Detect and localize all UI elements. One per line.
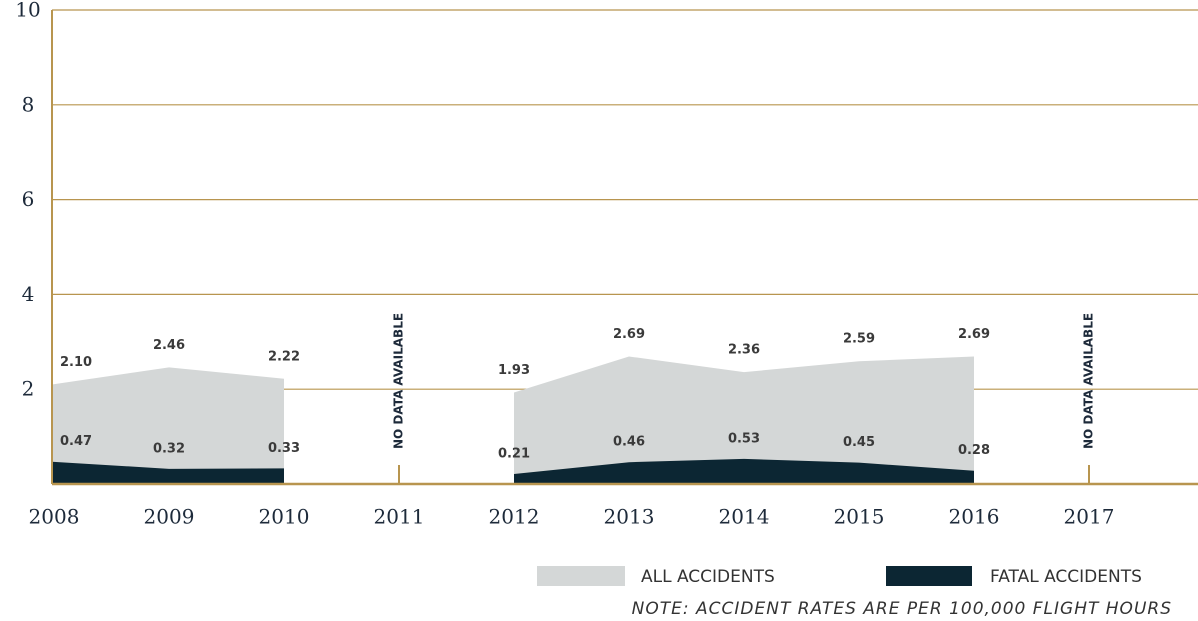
- area: [52, 367, 284, 484]
- data-label: 0.21: [498, 447, 530, 462]
- y-tick-label: 8: [22, 92, 35, 116]
- legend-swatch: [537, 566, 625, 586]
- data-label: 0.33: [268, 441, 300, 456]
- legend-swatch: [886, 566, 972, 586]
- data-label: 0.28: [958, 443, 990, 458]
- data-label: 2.22: [268, 349, 300, 364]
- data-label: 2.46: [153, 338, 185, 353]
- data-label: 2.69: [958, 327, 990, 342]
- data-label: 0.32: [153, 441, 185, 456]
- y-tick-label: 6: [22, 187, 35, 211]
- data-label: 2.69: [613, 327, 645, 342]
- data-label: 0.45: [843, 435, 875, 450]
- data-label: 2.59: [843, 332, 875, 347]
- x-tick-label: 2008: [29, 505, 80, 529]
- x-tick-label: 2010: [259, 505, 310, 529]
- data-label: 0.46: [613, 435, 645, 450]
- no-data-label: NO DATA AVAILABLE: [1082, 313, 1096, 449]
- data-label: 2.10: [60, 355, 92, 370]
- no-data-label: NO DATA AVAILABLE: [392, 313, 406, 449]
- note: NOTE: ACCIDENT RATES ARE PER 100,000 FLI…: [632, 599, 1172, 619]
- x-tick-label: 2016: [949, 505, 1000, 529]
- y-tick-label: 2: [22, 377, 35, 401]
- area: [514, 356, 974, 484]
- data-label: 0.53: [728, 431, 760, 446]
- area: [52, 461, 284, 484]
- x-tick-label: 2017: [1064, 505, 1115, 529]
- y-tick-label: 10: [15, 0, 40, 22]
- x-tick-label: 2009: [144, 505, 195, 529]
- x-tick-label: 2014: [719, 505, 770, 529]
- y-tick-label: 4: [22, 282, 35, 306]
- x-tick-label: 2012: [489, 505, 540, 529]
- area: [514, 458, 974, 484]
- data-label: 1.93: [498, 363, 530, 378]
- data-label: 0.47: [60, 434, 92, 449]
- data-label: 2.36: [728, 343, 760, 358]
- legend-label: ALL ACCIDENTS: [641, 567, 775, 587]
- x-tick-label: 2013: [604, 505, 655, 529]
- x-tick-label: 2011: [374, 505, 425, 529]
- legend-label: FATAL ACCIDENTS: [990, 567, 1142, 587]
- x-tick-label: 2015: [834, 505, 885, 529]
